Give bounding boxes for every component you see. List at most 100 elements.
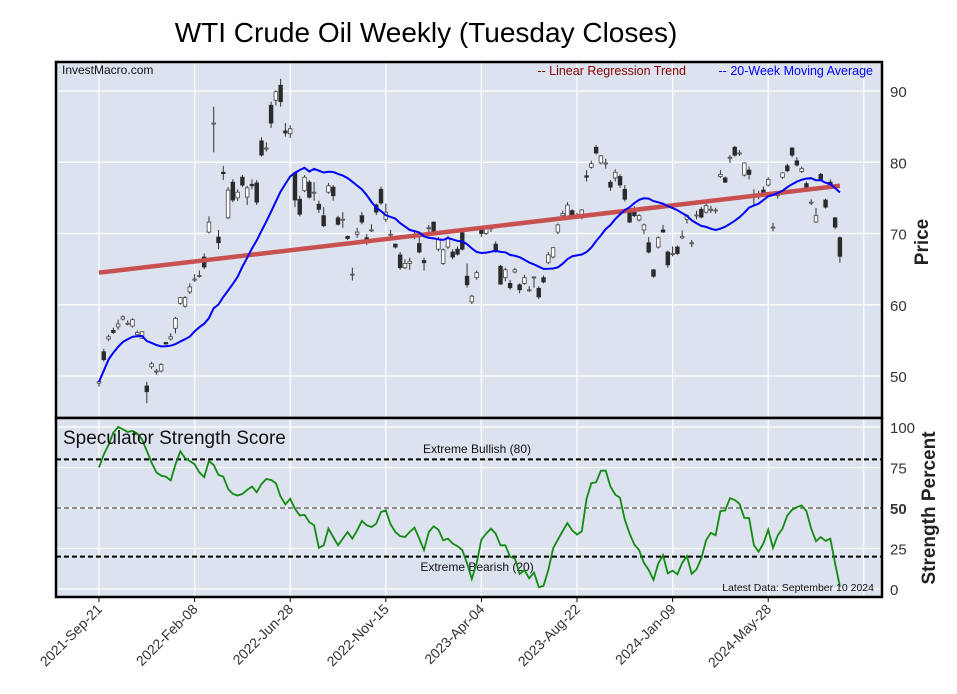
candle-body-up <box>115 323 121 328</box>
candle-body-up <box>813 215 819 223</box>
candle-body-up <box>512 269 518 273</box>
candle-body-up <box>264 147 269 150</box>
candle <box>770 222 776 232</box>
candle <box>182 296 188 308</box>
candle-body-down <box>622 188 627 200</box>
candle <box>722 176 728 183</box>
candle <box>354 227 360 238</box>
candle-body-up <box>187 286 193 293</box>
x-tick-label: 2022-Jun-28 <box>229 601 296 668</box>
candle-body-up <box>125 322 130 325</box>
x-tick-label: 2021-Sep-21 <box>37 601 106 670</box>
candle-body-down <box>259 140 264 156</box>
candle <box>617 174 623 188</box>
candle-body-down <box>450 251 455 258</box>
candle <box>646 237 651 254</box>
candle <box>311 182 317 201</box>
candle-body-up <box>565 204 570 218</box>
trend-line-group <box>98 183 841 275</box>
candle-body-up <box>302 176 307 192</box>
candle <box>608 180 613 191</box>
candle <box>746 166 752 180</box>
strength-tick-label: 50 <box>890 501 907 518</box>
candle <box>393 243 398 249</box>
legend-moving-average: -- 20-Week Moving Average <box>719 64 874 78</box>
candle-body-down <box>297 198 302 215</box>
candle <box>474 270 479 280</box>
candle <box>273 90 279 106</box>
candle-body-down <box>665 251 671 266</box>
candle <box>163 341 169 345</box>
candle <box>197 270 202 278</box>
candle-body-up <box>340 218 345 221</box>
candle <box>335 215 341 226</box>
candle <box>727 155 733 163</box>
candle <box>555 223 561 235</box>
candle-body-down <box>278 84 283 103</box>
candle <box>359 212 365 225</box>
watermark: InvestMacro.com <box>62 63 153 77</box>
candle-body-up <box>149 363 154 368</box>
candle-body-up <box>727 156 733 159</box>
price-tick-label: 80 <box>890 155 907 172</box>
price-tick-label: 60 <box>890 298 907 315</box>
candle-body-down <box>541 277 546 283</box>
candle <box>378 186 384 205</box>
candle <box>789 147 795 158</box>
candle <box>221 165 226 181</box>
candle <box>130 318 135 328</box>
strength-grid <box>56 418 882 597</box>
candle-body-up <box>154 370 159 373</box>
candle-body-down <box>307 181 312 198</box>
candle <box>101 348 106 362</box>
price-tick-label: 70 <box>890 227 907 244</box>
candle <box>369 224 374 233</box>
candle <box>593 145 599 155</box>
candle-body-down <box>331 186 336 197</box>
candle <box>718 170 723 178</box>
candle-body-up <box>440 249 446 264</box>
candle-body-down <box>536 287 541 298</box>
candle-body-up <box>689 242 694 245</box>
candle <box>785 163 790 173</box>
candle <box>469 294 475 305</box>
candle-body-up <box>656 237 661 248</box>
candle <box>206 216 212 234</box>
candle <box>340 212 345 228</box>
candle-body-up <box>555 224 561 233</box>
candle-body-down <box>393 243 398 248</box>
candle-body-down <box>818 173 823 180</box>
candle <box>799 166 804 173</box>
candle-body-down <box>417 243 422 253</box>
candle-body-down <box>101 351 106 361</box>
candle <box>823 198 828 209</box>
candle <box>627 210 632 223</box>
candle-body-up <box>192 278 197 281</box>
candle-body-up <box>206 221 212 233</box>
extreme-bearish-label: Extreme Bearish (20) <box>420 560 533 574</box>
candle <box>464 263 470 288</box>
candle <box>732 145 737 157</box>
candle <box>283 123 288 137</box>
candle-body-down <box>254 182 259 203</box>
candle-body-up <box>522 277 527 284</box>
candle <box>541 275 546 284</box>
candle <box>507 279 513 290</box>
candle-body-up <box>527 289 532 292</box>
candle-body-down <box>617 176 623 186</box>
candle <box>656 236 661 249</box>
candle-body-up <box>598 155 604 164</box>
candle <box>780 172 785 179</box>
candle <box>192 274 197 282</box>
candle <box>809 199 814 205</box>
candle-body-up <box>326 185 331 193</box>
candle <box>703 202 709 214</box>
candle <box>144 381 149 404</box>
candle <box>211 106 216 153</box>
candle <box>694 210 699 220</box>
candle-body-down <box>421 260 427 264</box>
candle <box>742 162 747 177</box>
strength-panel-frame <box>54 416 884 599</box>
candle-body-down <box>675 246 680 254</box>
